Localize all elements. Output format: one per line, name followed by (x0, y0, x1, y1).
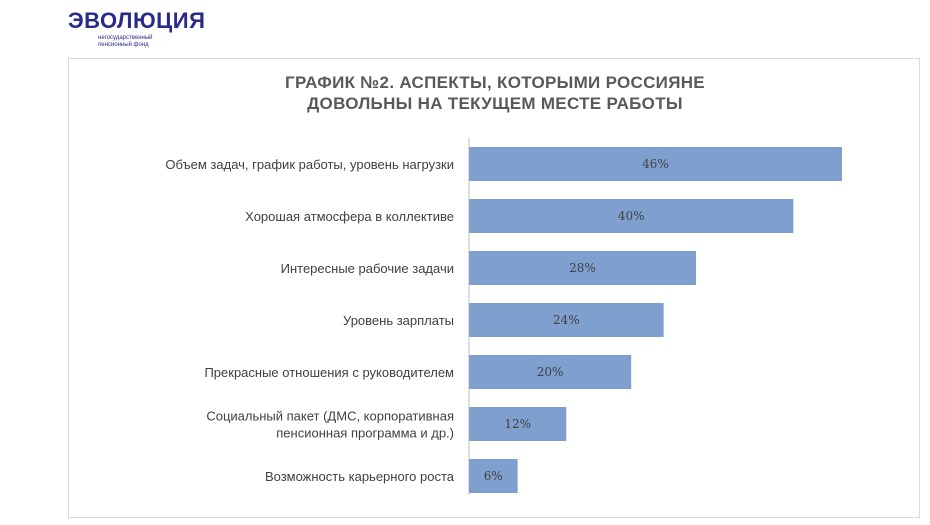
category-label-7-line-1: Возможность карьерного роста (265, 469, 455, 484)
category-label-7: Возможность карьерного роста (265, 469, 455, 484)
category-label-5: Прекрасные отношения с руководителем (204, 365, 454, 380)
category-label-3-line-1: Интересные рабочие задачи (281, 261, 454, 276)
chart-frame (68, 58, 920, 518)
category-label-4: Уровень зарплаты (343, 313, 454, 328)
logo-wordmark: ЭВОЛЮЦИЯ (68, 8, 206, 33)
category-label-2-line-1: Хорошая атмосфера в коллективе (245, 209, 454, 224)
bar-4 (469, 303, 664, 337)
bar-value-label-1: 46% (642, 157, 669, 171)
bar-5 (469, 355, 632, 389)
category-label-6: Социальный пакет (ДМС, корпоративная пенс… (206, 409, 454, 441)
chart-title-line-1: ГРАФИК №2. АСПЕКТЫ, КОТОРЫМИ РОССИЯНЕ (285, 73, 705, 92)
category-label-1-line-1: Объем задач, график работы, уровень нагр… (165, 157, 454, 172)
bar-value-label-4: 24% (553, 313, 580, 327)
category-label-4-line-1: Уровень зарплаты (343, 313, 454, 328)
logo: ЭВОЛЮЦИЯ негосударственный пенсионный фо… (68, 8, 228, 54)
bar-value-label-6: 12% (504, 417, 531, 431)
bar-6 (469, 407, 567, 441)
category-label-6-line-2: пенсионная программа и др.) (276, 426, 454, 441)
category-label-3: Интересные рабочие задачи (281, 261, 454, 276)
category-label-6-line-1: Социальный пакет (ДМС, корпоративная (206, 409, 454, 424)
bar-value-label-2: 40% (618, 209, 645, 223)
category-label-2: Хорошая атмосфера в коллективе (245, 209, 454, 224)
bar-2 (469, 199, 794, 233)
bar-value-label-7: 6% (484, 469, 503, 483)
chart-title-line-2: ДОВОЛЬНЫ НА ТЕКУЩЕМ МЕСТЕ РАБОТЫ (307, 94, 683, 113)
bar-7 (469, 459, 518, 493)
category-label-5-line-1: Прекрасные отношения с руководителем (204, 365, 454, 380)
bar-1 (469, 147, 842, 181)
chart-title: ГРАФИК №2. АСПЕКТЫ, КОТОРЫМИ РОССИЯНЕ ДО… (70, 72, 920, 114)
bar-value-label-3: 28% (569, 261, 596, 275)
category-label-1: Объем задач, график работы, уровень нагр… (165, 157, 454, 172)
bar-value-label-5: 20% (537, 365, 564, 379)
bar-3 (469, 251, 697, 285)
logo-subtitle: негосударственный пенсионный фонд (98, 35, 153, 48)
